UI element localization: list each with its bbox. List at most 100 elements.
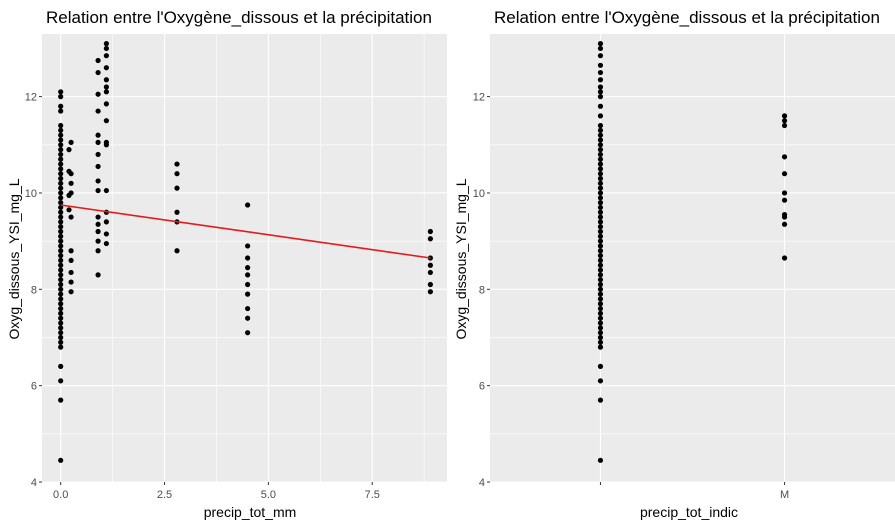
right-data-point (597, 103, 604, 109)
right-data-point (781, 113, 788, 119)
left-data-point (95, 132, 101, 138)
right-plot-panel: 4 6 8 10 12 M (473, 34, 895, 501)
left-data-point (95, 91, 101, 97)
right-data-point (597, 175, 604, 182)
left-data-point (103, 53, 109, 59)
right-data-point (597, 457, 604, 463)
left-data-point (58, 142, 64, 148)
left-data-point (58, 305, 64, 312)
left-data-point (95, 248, 101, 254)
left-data-point (58, 195, 64, 201)
right-y-tick-label: 8 (479, 284, 485, 296)
right-y-tick-label: 10 (473, 188, 485, 200)
left-data-point (245, 305, 251, 312)
left-data-point (95, 69, 101, 76)
left-data-point (103, 231, 109, 237)
left-data-point (66, 207, 72, 213)
right-y-tick-label: 4 (479, 477, 485, 489)
left-data-point (68, 248, 74, 254)
left-data-point (58, 204, 64, 211)
left-y-tick-label: 6 (31, 381, 37, 393)
left-data-point (58, 457, 64, 463)
right-data-point (597, 310, 604, 316)
left-data-point (174, 171, 180, 177)
left-data-point (103, 45, 109, 52)
left-data-point (174, 248, 180, 254)
left-y-tick-label: 4 (31, 477, 37, 489)
right-data-point (597, 190, 604, 196)
left-data-point (95, 163, 101, 170)
right-panel-background (490, 34, 895, 482)
left-data-point (103, 77, 109, 83)
right-data-point (597, 200, 604, 206)
left-data-point (58, 94, 64, 100)
right-data-point (597, 281, 604, 288)
left-x-tick-label: 5.0 (261, 489, 276, 501)
right-data-point (781, 221, 788, 227)
left-data-point (103, 101, 109, 107)
right-data-point (597, 286, 604, 292)
right-data-point (597, 233, 604, 239)
left-data-point (58, 397, 64, 403)
left-y-tick-label: 8 (31, 284, 37, 296)
right-data-point (597, 296, 604, 302)
left-data-point (427, 281, 433, 288)
left-data-point (68, 190, 74, 196)
left-data-point (245, 272, 251, 278)
right-data-point (597, 151, 604, 158)
right-data-point (781, 255, 788, 261)
left-data-point (174, 161, 180, 167)
left-data-point (174, 185, 180, 191)
right-data-point (597, 156, 604, 162)
left-data-point (66, 147, 72, 153)
left-x-axis-title: precip_tot_mm (204, 504, 297, 520)
right-data-point (597, 89, 604, 95)
left-data-point (58, 233, 64, 239)
left-data-point (58, 363, 64, 369)
left-y-tick-label: 12 (25, 92, 37, 104)
left-data-point (95, 178, 101, 184)
right-x-axis-title: precip_tot_indic (640, 504, 738, 520)
right-data-point (597, 161, 604, 167)
left-data-point (58, 291, 64, 297)
right-data-point (597, 62, 604, 68)
left-data-point (58, 161, 64, 167)
left-data-point (95, 221, 101, 227)
left-data-point (58, 257, 64, 264)
left-data-point (68, 279, 74, 285)
left-data-point (95, 238, 101, 244)
left-data-point (427, 228, 433, 235)
right-data-point (597, 315, 604, 321)
left-plot-panel: 4 6 8 10 12 0.0 2.5 5.0 7.5 (25, 34, 447, 501)
right-chart-title: Relation entre l'Oxygène_dissous et la p… (494, 8, 880, 27)
right-data-point (597, 113, 604, 119)
right-data-point (597, 214, 604, 220)
left-data-point (103, 65, 109, 71)
right-y-axis-title: Oxyg_dissous_YSI_mg_L (453, 178, 469, 339)
left-data-point (245, 315, 251, 321)
left-data-point (427, 236, 433, 242)
right-data-point (597, 301, 604, 307)
left-data-point (58, 185, 64, 191)
right-data-point (597, 69, 604, 76)
right-data-point (597, 147, 604, 153)
right-data-point (597, 132, 604, 138)
right-data-point (597, 84, 604, 90)
right-x-tick-label: M (780, 489, 789, 501)
left-data-point (58, 296, 64, 302)
left-data-point (58, 200, 64, 206)
left-data-point (58, 219, 64, 225)
left-data-point (68, 180, 74, 186)
left-data-point (58, 122, 64, 129)
left-data-point (58, 252, 64, 259)
right-data-point (781, 197, 788, 203)
right-data-point (597, 204, 604, 211)
right-data-point (597, 228, 604, 235)
right-data-point (597, 185, 604, 191)
left-data-point (174, 209, 180, 215)
right-data-point (597, 180, 604, 186)
left-data-point (103, 118, 109, 124)
right-data-point (597, 267, 604, 273)
left-data-point (95, 214, 101, 220)
title-clip-left (447, 0, 451, 30)
